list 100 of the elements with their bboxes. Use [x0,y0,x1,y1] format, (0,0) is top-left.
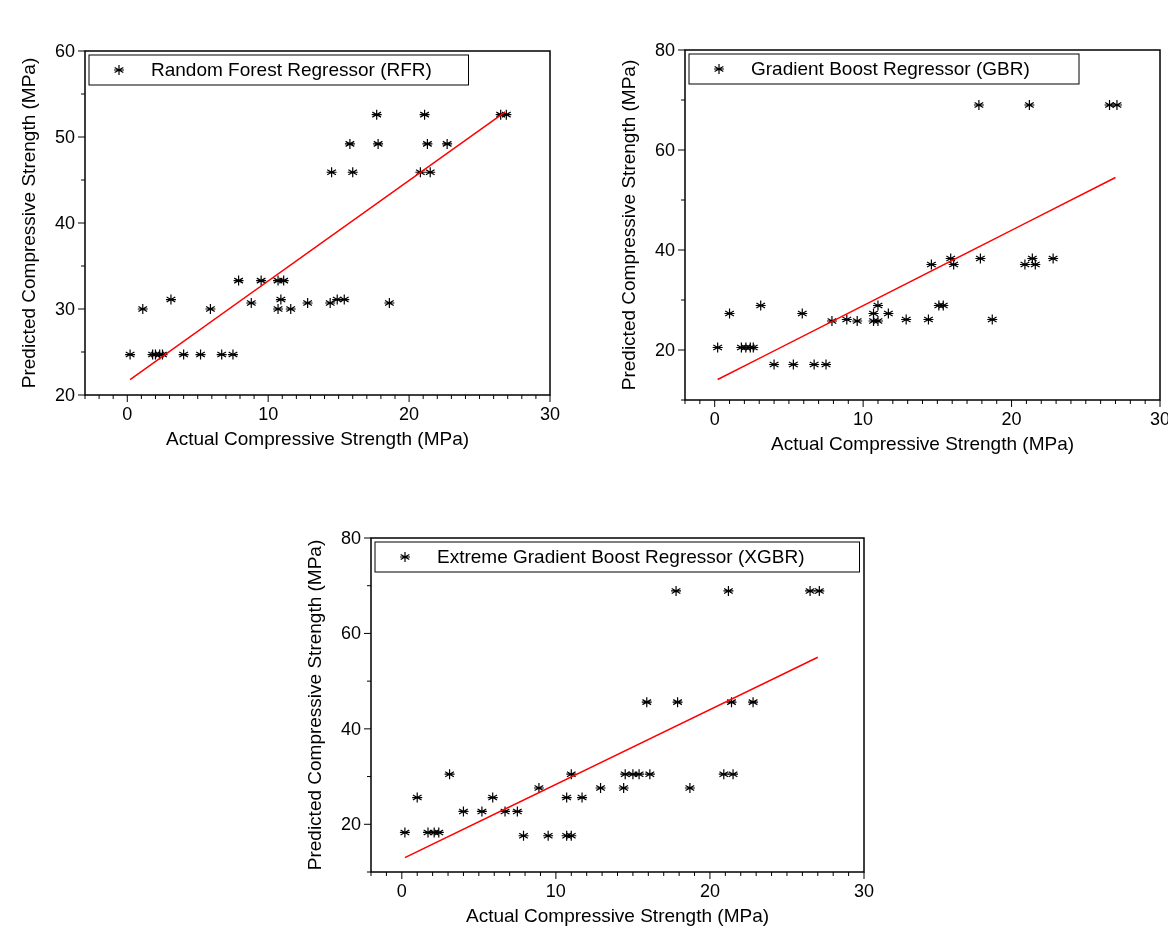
point [542,830,554,842]
point [755,299,767,312]
x-tick-label: 0 [396,881,407,901]
point [344,138,356,150]
x-tick-label: 10 [258,404,279,424]
point [245,297,257,309]
legend-label: Random Forest Regressor (RFR) [151,59,432,80]
x-tick-label: 30 [853,881,875,901]
point [457,805,470,817]
point [594,782,607,794]
point [1103,99,1116,111]
point [561,791,573,804]
point [684,782,696,794]
point [165,293,177,306]
y-axis-title: Predicted Compressive Strength (MPa) [304,539,325,871]
point [1111,99,1123,111]
point [618,782,630,794]
x-tick-label: 20 [399,404,420,424]
point [272,303,284,315]
point [768,358,780,371]
y-tick-label: 60 [340,623,361,644]
point [1047,252,1059,265]
point [576,791,588,804]
point [619,768,631,780]
point [627,768,639,780]
x-axis-title: Actual Compressive Strength (MPa) [465,905,770,926]
point [255,275,267,287]
point [722,585,735,597]
point [1019,258,1031,271]
point [421,138,434,150]
point [443,768,456,780]
y-tick-label: 20 [340,814,361,835]
x-tick-label: 30 [539,404,561,424]
x-tick-label: 20 [1001,409,1022,429]
point [137,303,149,315]
legend-label: Extreme Gradient Boost Regressor (XGBR) [437,546,805,567]
y-tick-label: 40 [654,240,675,260]
point [670,585,682,597]
point [204,303,217,315]
x-tick-label: 10 [853,409,874,429]
point [882,307,894,320]
point [433,826,445,838]
point [1023,99,1035,111]
point [338,293,350,306]
y-axis-title: Predicted Compressive Strength (MPa) [618,59,639,391]
y-tick-label: 80 [340,528,361,548]
point [383,297,395,309]
point [813,585,825,597]
point [124,348,136,361]
point [517,830,530,842]
x-tick-label: 0 [709,409,720,429]
point [325,166,338,178]
point [872,299,884,312]
y-tick-label: 40 [54,213,75,233]
point [974,252,986,265]
x-tick-label: 10 [545,881,566,901]
point [747,696,759,708]
x-axis-title: Actual Compressive Strength (MPa) [165,428,470,449]
y-tick-label: 60 [654,140,675,160]
point [933,299,945,312]
point [232,275,245,287]
point [727,768,739,780]
y-tick-label: 20 [654,340,675,360]
point [278,275,290,287]
x-tick-label: 20 [699,881,720,901]
point [925,258,938,271]
y-tick-label: 60 [54,41,75,61]
point [826,315,838,327]
point [331,293,343,306]
point [487,791,499,804]
point [820,358,832,371]
point [424,166,436,178]
point [787,358,799,371]
point [718,768,730,780]
point [227,348,239,361]
point [641,696,653,708]
point [414,166,426,178]
point [499,805,511,817]
point [411,791,423,804]
point [986,313,998,326]
y-tick-label: 30 [54,299,75,319]
point [937,299,949,312]
point [216,348,228,361]
x-tick-label: 0 [122,404,133,424]
point [285,303,297,315]
point [671,696,684,708]
y-tick-label: 50 [54,127,75,147]
x-axis-title: Actual Compressive Strength (MPa) [770,433,1075,454]
point [725,696,738,708]
y-axis-title: Predicted Compressive Strength (MPa) [18,57,39,389]
point [796,307,808,320]
point [804,585,816,597]
point [633,768,645,780]
point [712,341,724,354]
point [372,138,384,150]
point [428,826,440,838]
point [922,313,935,326]
point [371,109,383,121]
point [194,348,207,361]
point [476,805,488,817]
